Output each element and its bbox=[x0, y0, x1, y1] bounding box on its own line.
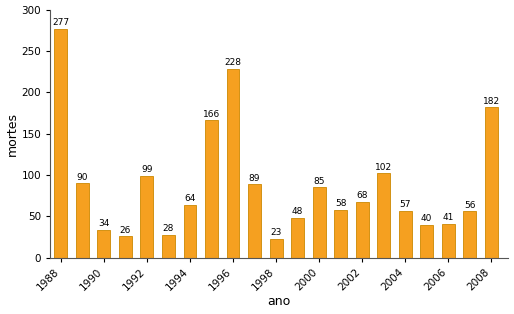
Text: 89: 89 bbox=[249, 174, 260, 182]
Bar bbox=[98, 230, 111, 258]
Text: 102: 102 bbox=[375, 163, 392, 172]
Bar bbox=[463, 212, 476, 258]
Text: 41: 41 bbox=[443, 213, 454, 222]
Text: 58: 58 bbox=[335, 199, 346, 208]
Bar bbox=[205, 121, 218, 258]
Bar bbox=[377, 173, 390, 258]
Text: 182: 182 bbox=[483, 96, 500, 106]
Bar bbox=[248, 184, 261, 258]
Text: 26: 26 bbox=[120, 226, 131, 235]
Bar bbox=[420, 225, 433, 258]
Bar bbox=[54, 29, 67, 258]
X-axis label: ano: ano bbox=[268, 295, 291, 308]
Text: 34: 34 bbox=[98, 219, 109, 228]
Text: 90: 90 bbox=[77, 173, 88, 182]
Text: 68: 68 bbox=[356, 191, 368, 200]
Bar bbox=[140, 176, 153, 258]
Text: 166: 166 bbox=[203, 110, 220, 119]
Text: 40: 40 bbox=[421, 214, 432, 223]
Text: 23: 23 bbox=[270, 228, 282, 237]
Text: 64: 64 bbox=[185, 194, 196, 203]
Bar bbox=[162, 235, 175, 258]
Text: 228: 228 bbox=[225, 58, 242, 68]
Bar bbox=[183, 205, 196, 258]
Bar bbox=[313, 187, 325, 258]
Bar bbox=[76, 183, 89, 258]
Text: 85: 85 bbox=[314, 177, 325, 186]
Bar bbox=[291, 218, 304, 258]
Bar bbox=[485, 107, 498, 258]
Bar bbox=[399, 211, 412, 258]
Bar bbox=[270, 239, 283, 258]
Text: 48: 48 bbox=[292, 208, 303, 216]
Bar bbox=[227, 69, 240, 258]
Text: 57: 57 bbox=[399, 200, 411, 209]
Text: 56: 56 bbox=[464, 201, 475, 210]
Bar bbox=[334, 210, 347, 258]
Text: 277: 277 bbox=[52, 18, 69, 27]
Text: 99: 99 bbox=[141, 165, 153, 174]
Text: 28: 28 bbox=[163, 224, 174, 233]
Bar bbox=[356, 202, 369, 258]
Bar bbox=[119, 236, 132, 258]
Bar bbox=[442, 224, 455, 258]
Y-axis label: mortes: mortes bbox=[6, 112, 19, 156]
